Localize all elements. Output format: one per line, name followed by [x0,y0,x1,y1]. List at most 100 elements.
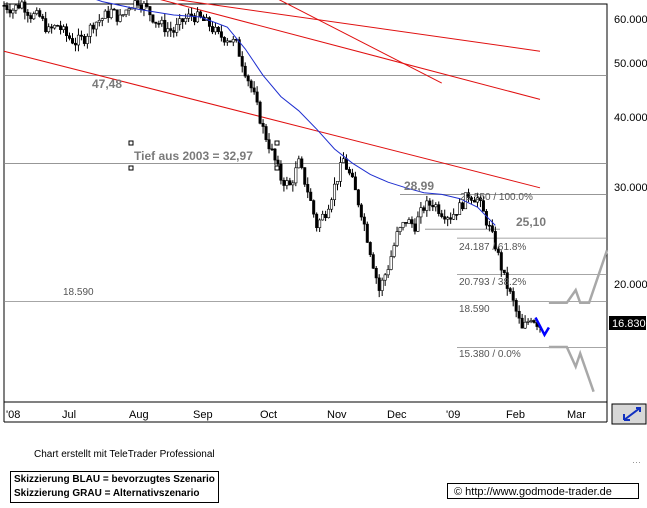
x-tick-label: Mar [567,409,586,421]
candle-body [97,20,101,23]
candle-body [344,158,348,170]
candle-body [70,38,74,44]
fib-label-38-2: 20.793 / 38.2% [459,277,526,288]
candle-body [458,202,462,215]
candle-body [35,10,39,14]
candle-body [359,204,363,218]
blue-scenario-line [534,317,550,338]
candle-body [452,214,456,220]
x-tick-label: Feb [506,409,525,421]
candle-body [395,231,399,246]
candle-body [505,272,509,289]
candle-body [11,9,15,14]
candle-body [350,172,354,178]
candle-body [23,1,27,13]
candle-body [112,8,116,11]
candle-body [338,162,342,182]
candle-body [276,159,280,165]
candle-body [160,19,164,25]
candle-body [443,216,447,220]
candle-body [68,35,72,39]
candle-body [26,11,30,16]
y-axis: 60.000 50.000 40.000 30.000 20.000 [614,14,647,291]
grey-scenario-down-line [548,345,595,393]
candle-body [368,242,372,255]
candle-body [127,8,131,11]
grey-scenario-up-line [548,249,609,305]
candle-body [216,26,220,32]
candle-body [157,23,161,25]
candle-body [225,40,229,43]
fib-label-61-8: 24.187 / 61.8% [459,242,526,253]
y-tick-label: 50.000 [614,58,647,70]
x-tick-label: Aug [129,409,149,421]
candle-body [184,18,188,23]
candle-body [82,36,86,44]
candle-body [407,219,411,224]
candle-body [496,248,500,253]
candle-body [181,18,185,23]
candle-body [383,274,387,281]
candle-body [440,213,444,217]
candle-body [467,192,471,198]
candle-body [413,223,417,232]
fib-label-100: 29.550 / 100.0% [460,192,533,203]
candle-body [389,256,393,270]
candle-body [178,18,182,25]
candle-body [264,126,268,140]
candle-body [431,205,435,208]
x-tick-label: Jul [62,409,76,421]
candle-body [246,75,250,82]
candle-body [291,182,295,186]
candle-body [267,139,271,150]
candle-body [193,15,197,23]
candle-body [279,163,283,181]
y-tick-label: 40.000 [614,112,647,124]
candle-body [53,25,57,29]
candle-body [228,40,232,43]
candle-body [261,123,265,127]
moving-average-line [96,0,496,226]
trend-line [175,0,541,52]
marker-square [128,165,134,171]
candle-body [285,180,289,186]
plot-frame [3,3,608,403]
candle-body [356,189,360,206]
candle-body [47,26,51,33]
candle-body [398,227,402,232]
candle-body [166,28,170,33]
candle-body [470,197,474,201]
candle-body [59,25,63,30]
candle-body [5,5,9,11]
scenario-legend: Skizzierung BLAU = bevorzugtes Szenario … [10,471,219,503]
candle-body [136,0,140,6]
candle-body [475,197,479,203]
candle-body [374,267,378,279]
candle-body [118,14,122,22]
candle-body [282,179,286,186]
candle-body [446,217,450,220]
source-url[interactable]: © http://www.godmode-trader.de [447,483,639,499]
candle-body [472,200,476,203]
trend-lines [3,0,541,189]
candle-body [73,42,77,46]
candle-body [91,24,95,30]
dots-mark: ··· [632,457,641,467]
candle-body [392,245,396,257]
y-tick-label: 60.000 [614,14,647,26]
candle-body [29,15,33,20]
trend-tool-icon[interactable] [623,407,641,421]
candle-body [151,14,155,23]
trend-line [3,50,541,189]
price-candles [2,0,542,333]
candle-body [481,200,485,212]
candle-body [121,14,125,16]
candle-body [207,17,211,27]
candle-body [520,317,524,329]
last-price-label: 16.830 [612,318,646,330]
trend-line [278,0,442,84]
candle-body [199,11,203,18]
candle-body [416,216,420,232]
candle-body [353,176,357,191]
candle-body [133,0,137,9]
